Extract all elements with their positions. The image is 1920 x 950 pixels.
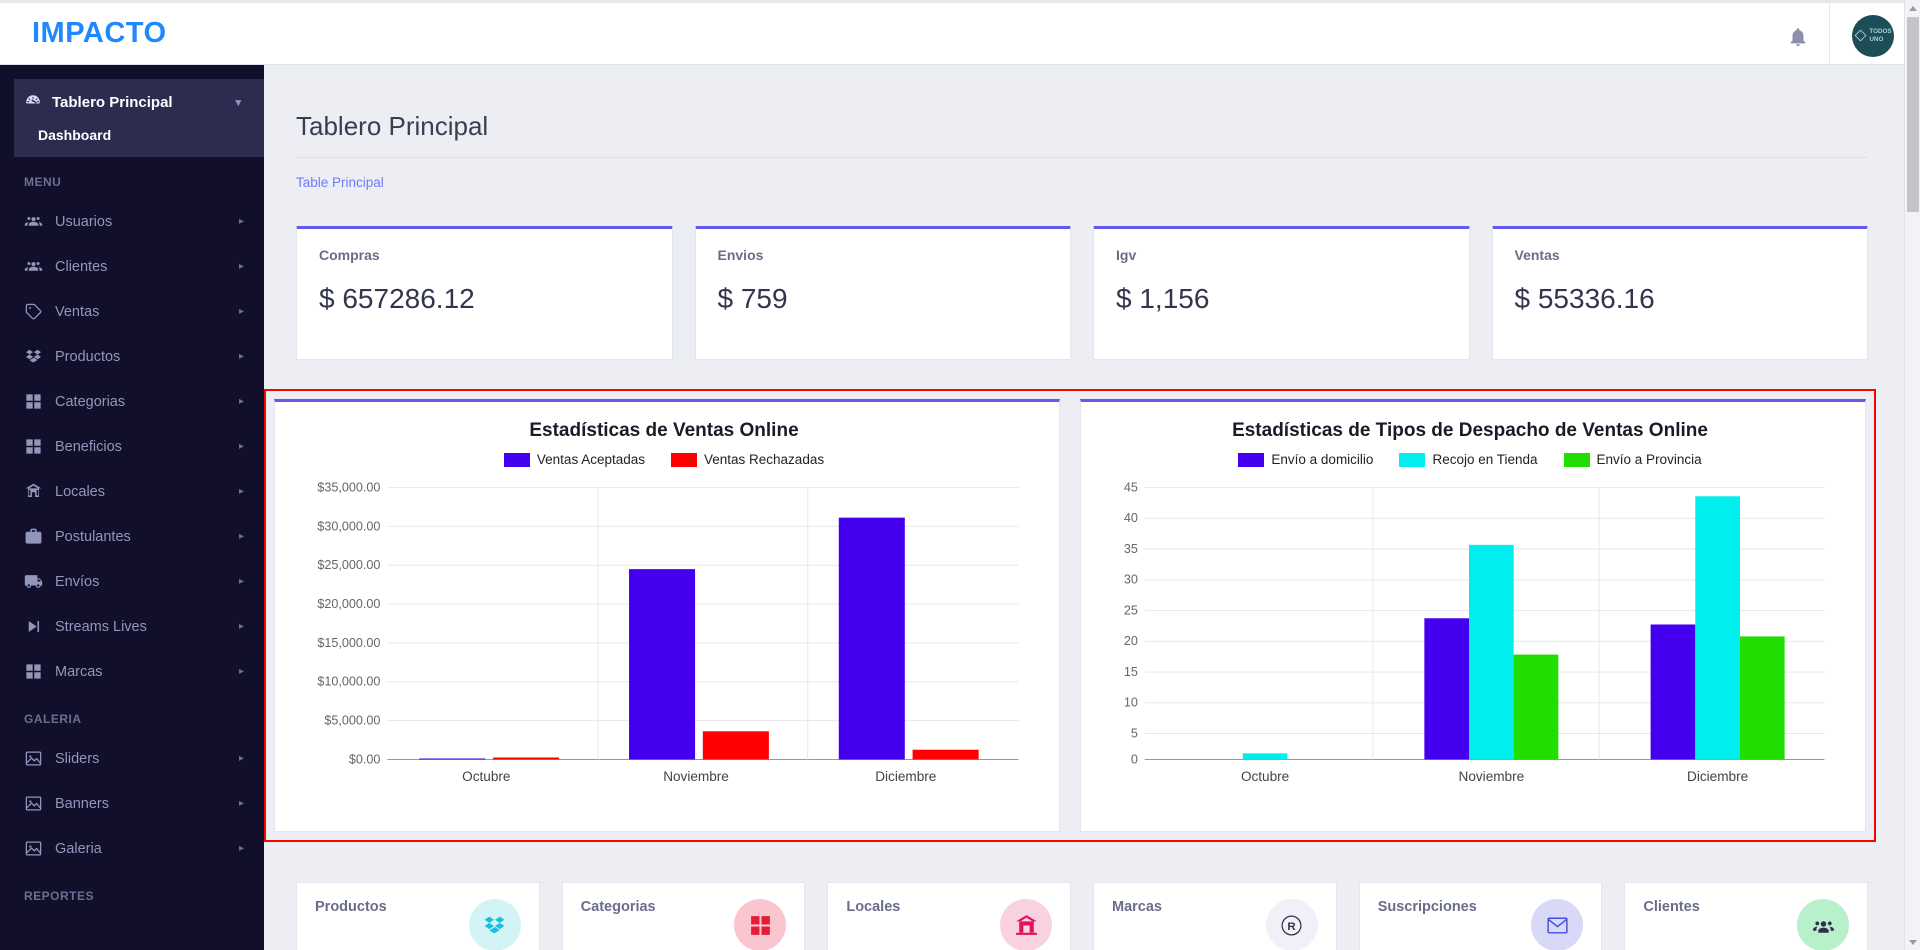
svg-text:$20,000.00: $20,000.00 <box>317 597 380 611</box>
svg-text:5: 5 <box>1131 726 1138 740</box>
svg-text:Noviembre: Noviembre <box>663 769 729 784</box>
svg-text:35: 35 <box>1124 542 1138 556</box>
svg-text:$25,000.00: $25,000.00 <box>317 558 380 572</box>
svg-text:10: 10 <box>1124 696 1138 710</box>
svg-text:40: 40 <box>1124 511 1138 525</box>
svg-text:20: 20 <box>1124 634 1138 648</box>
svg-text:$15,000.00: $15,000.00 <box>317 636 380 650</box>
svg-text:$10,000.00: $10,000.00 <box>317 675 380 689</box>
svg-text:R: R <box>1288 921 1297 933</box>
svg-text:$35,000.00: $35,000.00 <box>317 480 380 494</box>
svg-text:0: 0 <box>1131 752 1138 766</box>
svg-text:Octubre: Octubre <box>1241 769 1289 784</box>
svg-text:30: 30 <box>1124 573 1138 587</box>
svg-text:$5,000.00: $5,000.00 <box>324 713 380 727</box>
svg-text:45: 45 <box>1124 480 1138 494</box>
svg-text:Diciembre: Diciembre <box>1687 769 1748 784</box>
svg-text:25: 25 <box>1124 603 1138 617</box>
svg-text:Noviembre: Noviembre <box>1459 769 1525 784</box>
svg-text:15: 15 <box>1124 665 1138 679</box>
svg-text:Octubre: Octubre <box>462 769 510 784</box>
svg-text:$30,000.00: $30,000.00 <box>317 519 380 533</box>
svg-text:Diciembre: Diciembre <box>875 769 936 784</box>
svg-text:$0.00: $0.00 <box>349 752 381 766</box>
